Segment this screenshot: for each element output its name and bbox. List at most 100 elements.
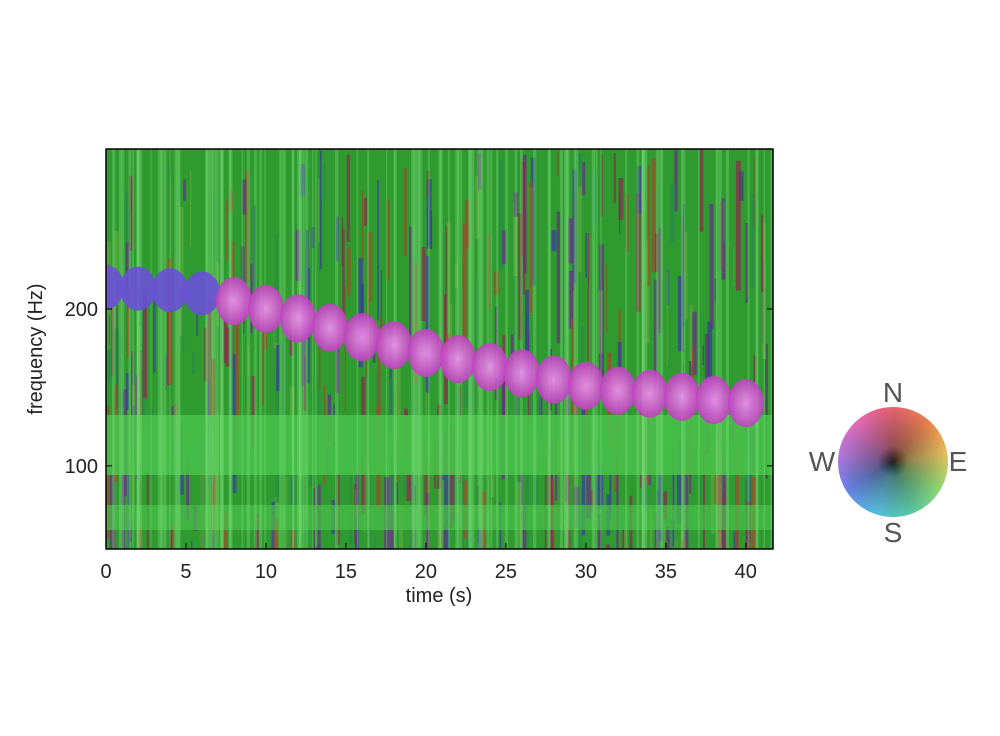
texture: [582, 368, 588, 459]
texture: [247, 345, 250, 376]
texture: [189, 170, 192, 248]
texture: [475, 175, 479, 239]
texture: [502, 230, 507, 265]
texture: [636, 149, 640, 549]
texture: [425, 255, 430, 393]
texture: [477, 527, 482, 549]
texture: [386, 200, 390, 281]
texture: [747, 149, 750, 549]
texture: [490, 457, 495, 498]
texture: [618, 178, 624, 220]
texture: [223, 319, 228, 364]
texture: [380, 270, 383, 335]
texture: [354, 517, 358, 549]
texture: [346, 154, 350, 242]
texture: [273, 517, 279, 549]
texture: [125, 372, 129, 410]
texture: [711, 433, 715, 534]
texture: [677, 276, 683, 352]
texture: [449, 425, 453, 528]
texture: [153, 296, 156, 373]
texture: [186, 457, 190, 521]
texture: [654, 513, 660, 549]
texture: [651, 158, 657, 273]
x-tick-label: 0: [100, 561, 111, 583]
texture: [510, 334, 514, 356]
texture: [681, 539, 686, 549]
texture: [753, 157, 755, 227]
texture: [179, 206, 184, 336]
ridge-point: [535, 355, 572, 404]
texture: [128, 451, 130, 549]
texture: [761, 223, 767, 360]
texture: [367, 232, 373, 302]
band: [106, 415, 773, 475]
texture: [562, 475, 567, 525]
texture: [666, 526, 670, 549]
texture: [318, 544, 322, 549]
texture: [279, 149, 283, 549]
texture: [313, 546, 319, 549]
texture: [177, 149, 180, 549]
texture: [118, 149, 122, 549]
texture: [374, 535, 377, 549]
texture: [225, 327, 230, 367]
texture: [312, 149, 314, 549]
texture: [358, 258, 363, 368]
texture: [305, 230, 309, 337]
ridge-point: [343, 313, 380, 362]
band: [106, 505, 773, 530]
texture: [137, 523, 142, 549]
x-axis-label: time (s): [406, 585, 473, 607]
texture: [150, 149, 152, 549]
texture: [403, 167, 407, 257]
texture: [191, 540, 193, 549]
texture: [242, 179, 247, 215]
texture: [641, 149, 644, 549]
texture: [597, 514, 602, 549]
texture: [681, 149, 683, 549]
texture: [346, 246, 351, 297]
texture: [212, 149, 216, 549]
texture: [556, 211, 561, 344]
texture: [125, 188, 128, 213]
texture: [505, 149, 509, 549]
ridge-point: [375, 321, 412, 370]
texture: [605, 264, 608, 333]
texture: [406, 474, 412, 501]
texture: [478, 153, 482, 190]
texture: [426, 170, 429, 197]
texture: [313, 487, 316, 549]
texture: [301, 149, 305, 549]
plot-area: [106, 149, 773, 549]
texture: [564, 149, 566, 549]
texture: [377, 180, 379, 320]
texture: [549, 536, 551, 549]
texture: [548, 149, 551, 549]
texture: [647, 165, 651, 287]
texture: [263, 320, 267, 350]
texture: [211, 275, 216, 359]
texture: [715, 149, 718, 549]
texture: [619, 192, 621, 235]
x-tick-label: 5: [180, 561, 191, 583]
texture: [682, 204, 685, 327]
texture: [107, 348, 111, 382]
texture: [368, 292, 370, 319]
texture: [395, 330, 401, 437]
y-tick-label: 100: [65, 456, 98, 478]
compass-n: N: [882, 377, 904, 408]
texture: [319, 150, 322, 270]
texture: [547, 149, 551, 549]
texture: [699, 473, 703, 523]
texture: [588, 285, 590, 396]
texture: [170, 180, 172, 283]
direction-wheel: [838, 407, 948, 517]
texture: [444, 431, 449, 549]
texture: [142, 294, 147, 399]
texture: [655, 149, 660, 549]
texture: [136, 149, 141, 549]
ridge-point: [279, 294, 316, 343]
texture: [160, 149, 164, 549]
texture: [175, 149, 179, 549]
